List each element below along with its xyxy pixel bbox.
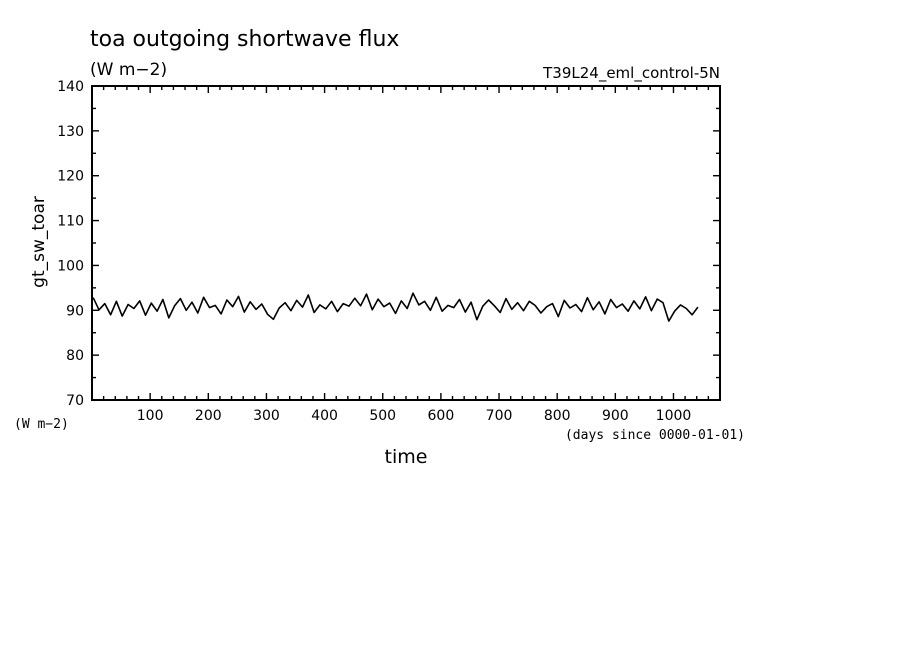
- x-tick-label: 400: [311, 408, 338, 424]
- y-tick-label: 140: [57, 79, 84, 95]
- x-tick-label: 800: [544, 408, 571, 424]
- x-tick-label: 900: [602, 408, 629, 424]
- x-tick-label: 1000: [656, 408, 692, 424]
- run-label: T39L24_eml_control-5N: [542, 64, 720, 83]
- x-tick-label: 700: [486, 408, 513, 424]
- x-axis-units: (days since 0000-01-01): [565, 428, 745, 443]
- y-tick-label: 80: [66, 348, 84, 364]
- tick-labels: 70 80 90 100 110 120 130 140 100 200 300 400 500 600 7…: [57, 79, 691, 424]
- x-tick-label: 200: [195, 408, 222, 424]
- y-axis-label: gt_sw_toar: [29, 196, 49, 288]
- axis-ticks: [92, 85, 720, 401]
- series-line: [92, 292, 699, 322]
- y-tick-label: 100: [57, 258, 84, 274]
- y-axis-units: (W m−2): [14, 417, 69, 432]
- y-tick-label: 70: [66, 393, 84, 409]
- x-tick-label: 500: [369, 408, 396, 424]
- y-tick-label: 130: [57, 124, 84, 140]
- y-tick-label: 120: [57, 169, 84, 185]
- chart-title: toa outgoing shortwave flux: [90, 27, 399, 52]
- x-tick-label: 100: [137, 408, 164, 424]
- x-tick-label: 300: [253, 408, 280, 424]
- y-tick-label: 90: [66, 303, 84, 319]
- x-axis-label: time: [385, 446, 428, 468]
- y-tick-label: 110: [57, 214, 84, 230]
- chart-subtitle-units: (W m−2): [90, 60, 167, 80]
- plot-frame: [91, 85, 721, 401]
- x-tick-label: 600: [428, 408, 455, 424]
